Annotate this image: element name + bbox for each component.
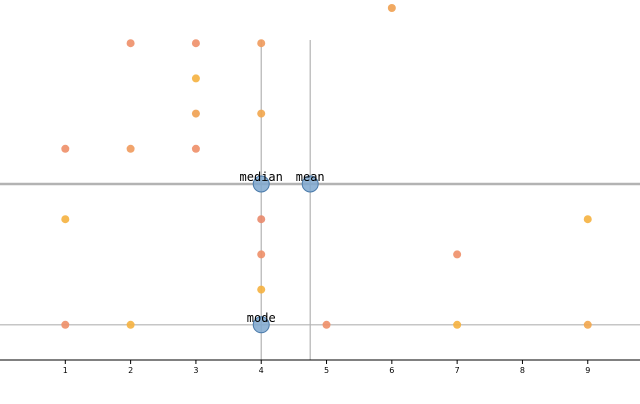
data-point [126,39,135,48]
data-points [61,4,592,329]
data-point [257,39,266,48]
reference-lines [0,40,640,360]
x-tick-label: 2 [128,366,133,375]
data-point [257,215,266,224]
stat-label-median: median [240,170,283,184]
data-point [191,39,200,48]
data-point [453,320,462,329]
data-point [322,320,331,329]
data-point [257,109,266,118]
data-point [453,250,462,259]
stat-label-mean: mean [296,170,325,184]
stat-marker-mean [301,175,319,193]
data-point [191,109,200,118]
data-point [257,250,266,259]
data-point [387,4,396,12]
data-point [61,320,70,329]
x-tick-label: 1 [63,366,68,375]
data-point [126,320,135,329]
data-point [191,74,200,83]
stat-markers: median mean mode [240,170,325,334]
data-point [61,144,70,153]
x-tick-label: 7 [455,366,460,375]
x-tick-label: 4 [259,366,264,375]
stat-marker-mode [252,316,270,334]
x-axis: 1 2 3 4 5 6 7 8 9 [0,359,640,375]
stat-marker-median [252,175,270,193]
x-tick-label: 8 [520,366,525,375]
data-point [583,215,592,224]
x-tick-label: 3 [193,366,198,375]
x-tick-label: 9 [585,366,590,375]
stat-label-mode: mode [247,311,276,325]
data-point [61,215,70,224]
data-point [583,320,592,329]
data-point [191,144,200,153]
x-tick-label: 5 [324,366,329,375]
data-point [257,285,266,294]
x-tick-label: 6 [389,366,394,375]
data-point [126,144,135,153]
